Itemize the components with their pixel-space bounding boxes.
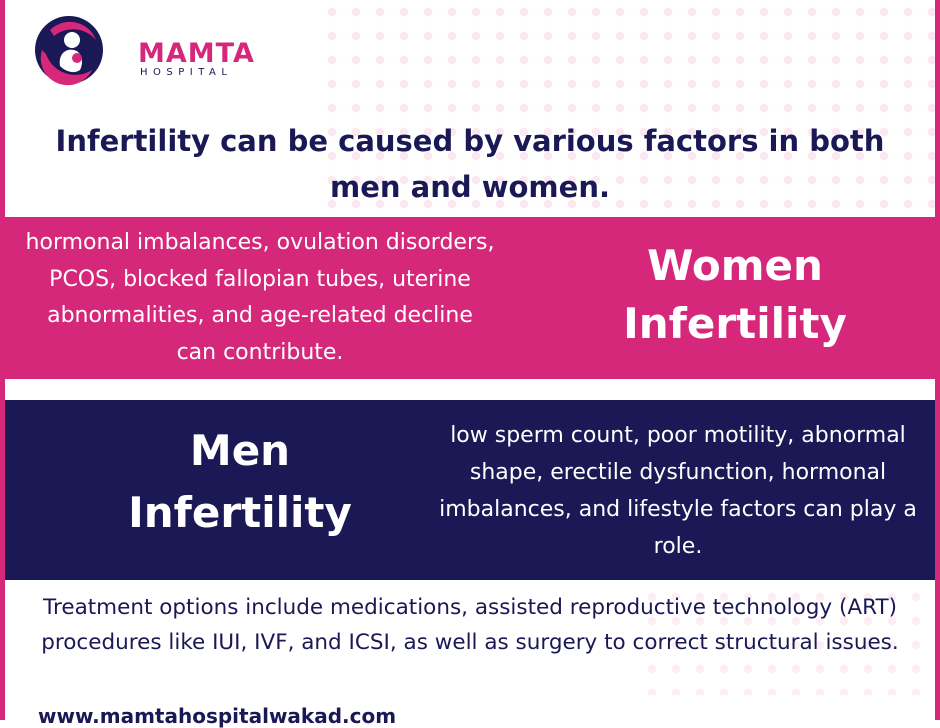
women-infertility-section: hormonal imbalances, ovulation disorders…: [5, 217, 935, 379]
men-infertility-title: Men Infertility: [128, 426, 352, 537]
mother-child-icon: [35, 16, 103, 86]
women-infertility-title: Women Infertility: [623, 241, 847, 348]
brand-subtitle: HOSPITAL: [140, 67, 233, 78]
dot-pattern-decoration: [320, 0, 940, 210]
women-infertility-causes: hormonal imbalances, ovulation disorders…: [25, 230, 495, 365]
treatment-options-text: Treatment options include medications, a…: [41, 595, 899, 655]
hospital-logo: MAMTA HOSPITAL: [30, 10, 254, 90]
left-edge-stripe: [0, 0, 5, 720]
men-infertility-causes: low sperm count, poor motility, abnormal…: [439, 423, 917, 559]
website-link[interactable]: www.mamtahospitalwakad.com: [38, 704, 397, 728]
right-edge-stripe: [935, 0, 940, 720]
brand-name: MAMTA: [138, 38, 255, 69]
headline: Infertility can be caused by various fac…: [55, 124, 885, 204]
dot-pattern-decoration-bottom: [640, 585, 940, 695]
men-infertility-section: Men Infertility low sperm count, poor mo…: [5, 400, 935, 580]
